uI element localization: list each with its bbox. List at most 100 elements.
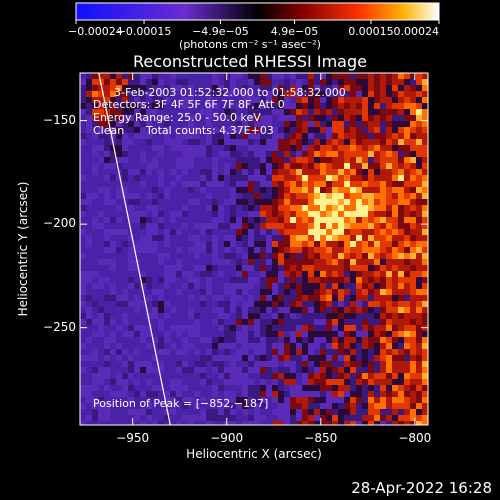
heatmap-cell: [224, 79, 230, 85]
heatmap-cell: [404, 331, 410, 337]
heatmap-cell: [134, 175, 140, 181]
heatmap-cell: [224, 271, 230, 277]
heatmap-cell: [134, 145, 140, 151]
heatmap-cell: [182, 217, 188, 223]
heatmap-cell: [98, 391, 104, 397]
heatmap-cell: [416, 289, 422, 295]
heatmap-cell: [422, 181, 428, 187]
heatmap-cell: [206, 289, 212, 295]
heatmap-cell: [182, 361, 188, 367]
heatmap-cell: [386, 397, 392, 403]
heatmap-cell: [320, 343, 326, 349]
heatmap-cell: [182, 193, 188, 199]
heatmap-cell: [302, 361, 308, 367]
heatmap-cell: [116, 97, 122, 103]
heatmap-cell: [146, 307, 152, 313]
heatmap-cell: [248, 367, 254, 373]
heatmap-cell: [278, 79, 284, 85]
heatmap-cell: [314, 373, 320, 379]
heatmap-cell: [338, 331, 344, 337]
heatmap-cell: [362, 97, 368, 103]
heatmap-cell: [92, 103, 98, 109]
heatmap-cell: [248, 103, 254, 109]
heatmap-cell: [416, 115, 422, 121]
heatmap-cell: [392, 379, 398, 385]
heatmap-cell: [386, 85, 392, 91]
heatmap-cell: [404, 349, 410, 355]
heatmap-cell: [98, 295, 104, 301]
heatmap-cell: [290, 85, 296, 91]
heatmap-cell: [92, 313, 98, 319]
heatmap-cell: [326, 259, 332, 265]
heatmap-cell: [158, 241, 164, 247]
heatmap-cell: [404, 295, 410, 301]
heatmap-cell: [272, 313, 278, 319]
heatmap-cell: [326, 409, 332, 415]
heatmap-cell: [422, 277, 428, 283]
heatmap-cell: [398, 109, 404, 115]
heatmap-cell: [140, 421, 146, 425]
heatmap-cell: [410, 127, 416, 133]
heatmap-cell: [224, 121, 230, 127]
heatmap-cell: [302, 211, 308, 217]
heatmap-cell: [80, 151, 86, 157]
heatmap-cell: [86, 331, 92, 337]
heatmap-cell: [158, 385, 164, 391]
heatmap-cell: [80, 91, 86, 97]
heatmap-cell: [254, 133, 260, 139]
heatmap-cell: [92, 373, 98, 379]
heatmap-cell: [230, 253, 236, 259]
heatmap-cell: [380, 103, 386, 109]
heatmap-cell: [182, 235, 188, 241]
heatmap-cell: [200, 349, 206, 355]
heatmap-cell: [152, 421, 158, 425]
heatmap-cell: [170, 193, 176, 199]
heatmap-cell: [338, 157, 344, 163]
heatmap-cell: [92, 379, 98, 385]
heatmap-cell: [158, 301, 164, 307]
heatmap-cell: [284, 385, 290, 391]
heatmap-cell: [368, 349, 374, 355]
x-tick-label: −800: [398, 431, 432, 445]
heatmap-cell: [344, 289, 350, 295]
heatmap-cell: [164, 229, 170, 235]
heatmap-cell: [260, 409, 266, 415]
heatmap-cell: [338, 181, 344, 187]
heatmap-cell: [164, 271, 170, 277]
heatmap-cell: [98, 349, 104, 355]
heatmap-cell: [260, 97, 266, 103]
heatmap-cell: [404, 145, 410, 151]
heatmap-cell: [224, 181, 230, 187]
heatmap-cell: [320, 379, 326, 385]
heatmap-cell: [380, 109, 386, 115]
heatmap-cell: [272, 403, 278, 409]
heatmap-cell: [350, 295, 356, 301]
heatmap-cell: [380, 211, 386, 217]
heatmap-cell: [98, 289, 104, 295]
heatmap-cell: [380, 157, 386, 163]
heatmap-cell: [290, 91, 296, 97]
heatmap-cell: [422, 283, 428, 289]
heatmap-cell: [326, 367, 332, 373]
heatmap-cell: [92, 391, 98, 397]
heatmap-cell: [278, 289, 284, 295]
heatmap-cell: [422, 115, 428, 121]
heatmap-cell: [122, 247, 128, 253]
heatmap-cell: [320, 79, 326, 85]
heatmap-cell: [140, 265, 146, 271]
heatmap-cell: [302, 253, 308, 259]
heatmap-cell: [320, 271, 326, 277]
heatmap-cell: [122, 229, 128, 235]
heatmap-cell: [236, 253, 242, 259]
heatmap-cell: [176, 379, 182, 385]
heatmap-cell: [98, 379, 104, 385]
heatmap-cell: [356, 421, 362, 425]
heatmap-cell: [362, 415, 368, 421]
heatmap-cell: [338, 421, 344, 425]
heatmap-cell: [248, 181, 254, 187]
heatmap-cell: [218, 121, 224, 127]
heatmap-cell: [302, 229, 308, 235]
heatmap-cell: [134, 139, 140, 145]
heatmap-cell: [158, 223, 164, 229]
heatmap-cell: [380, 163, 386, 169]
